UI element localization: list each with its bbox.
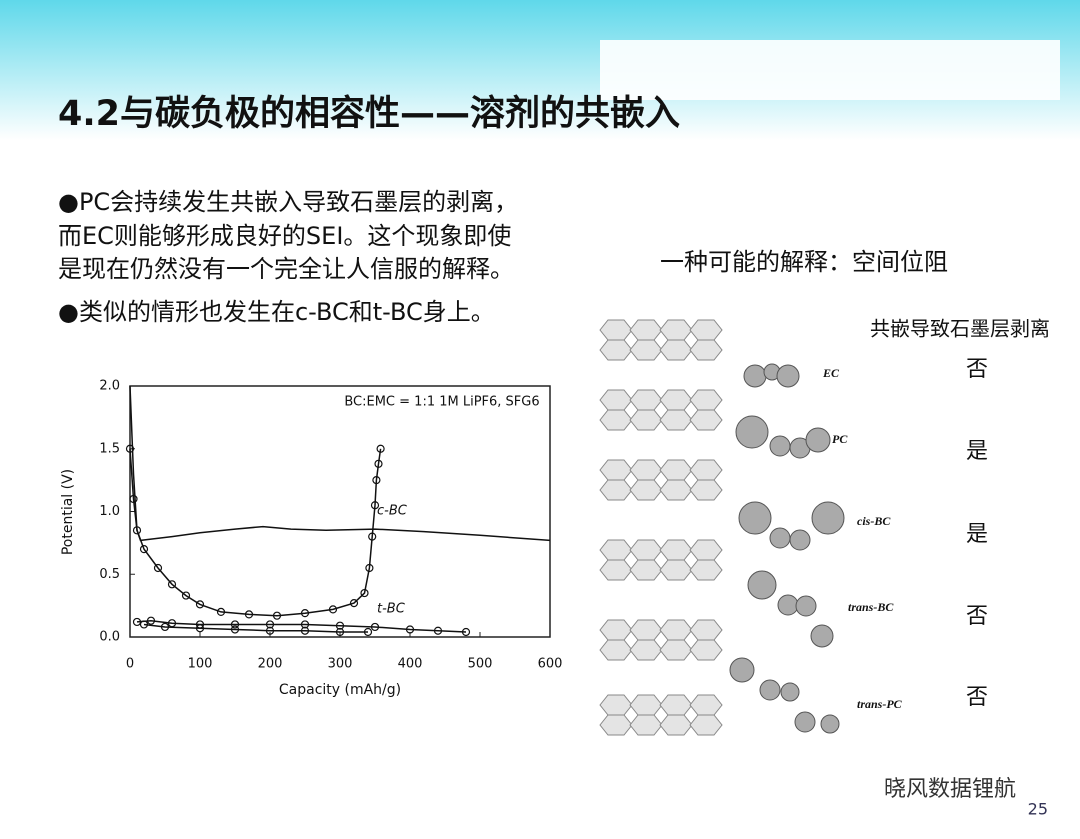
watermark: 晓风数据锂航 [884,777,1016,802]
bullet-line: ●类似的情形也发生在c-BC和t-BC身上。 [58,298,495,326]
data-point [374,459,383,468]
series-line [129,448,382,617]
bullet-line: 而EC则能够形成良好的SEI。这个现象即使 [58,222,511,250]
x-tick-label: 0 [126,657,134,672]
data-point [132,526,142,535]
molecule-label: PC [832,432,848,446]
slide-title: 4.2与碳负极的相容性——溶剂的共嵌入 [58,94,680,134]
molecule-label: EC [822,366,840,380]
data-point [230,620,240,629]
data-point [335,627,345,637]
page-number: 25 [1028,800,1048,819]
data-point [195,600,205,609]
data-point [244,610,254,619]
data-point [132,617,142,627]
bullet-line: ●PC会持续发生共嵌入导致石墨层的剥离， [58,188,518,216]
data-point [300,609,310,618]
data-point [195,624,205,633]
data-point [265,626,275,635]
answer: 否 [966,685,988,710]
data-point [372,476,381,485]
annotation: BC:EMC = 1:1 1M LiPF6, SFG6 [344,395,539,410]
x-tick-label: 500 [468,657,493,672]
data-point [167,580,177,589]
data-point [139,545,149,554]
data-point [433,626,443,635]
bullets: ●PC会持续发生共嵌入导致石墨层的剥离， 而EC则能够形成良好的SEI。这个现象… [58,188,518,326]
molecule-label: trans-BC [848,600,894,614]
explanation: 一种可能的解释：空间位阻 共嵌导致石墨层剥离 EC PC cis-BC tran… [599,248,1050,736]
data-point [300,626,310,635]
answer: 是 [966,522,988,547]
x-tick-label: 100 [188,657,213,672]
data-point [370,622,380,632]
data-point [370,501,380,510]
data-point [181,591,191,600]
y-tick-label: 1.5 [99,441,120,456]
y-tick-label: 2.0 [99,379,120,394]
data-point [360,588,369,598]
data-point [230,625,240,634]
data-point [368,532,377,541]
molecule-label: trans-PC [857,697,903,711]
series-label: t-BC [377,601,406,616]
y-tick-label: 1.0 [99,504,120,519]
y-axis-label: Potential (V) [60,469,76,555]
x-tick-label: 200 [258,657,283,672]
x-axis-label: Capacity (mAh/g) [279,682,401,698]
series-label: c-BC [377,504,408,519]
data-point [146,616,156,625]
y-tick-label: 0.5 [99,567,120,582]
data-point [461,627,471,637]
data-point [405,625,415,634]
data-point [272,611,282,620]
answer: 否 [966,604,988,629]
bullet-line: 是现在仍然没有一个完全让人信服的解释。 [58,255,514,283]
data-point [349,599,359,608]
plot-frame [129,385,551,638]
explanation-title: 一种可能的解释：空间位阻 [660,248,948,276]
series-line [143,623,368,633]
data-point [300,620,310,629]
answer: 否 [966,357,988,382]
data-point [363,627,373,637]
figure: BC:EMC = 1:1 1M LiPF6, SFG6 Capacity (mA… [60,379,562,699]
molecule-label: cis-BC [857,514,891,528]
data-point [139,620,149,629]
data-point [335,621,345,630]
data-point [376,444,385,453]
data-point [216,607,226,617]
data-point [129,494,138,504]
data-point [328,605,338,614]
column-header: 共嵌导致石墨层剥离 [870,317,1050,341]
data-point [153,563,163,573]
data-point [365,563,374,573]
header-panel [600,40,1060,100]
x-tick-label: 300 [328,657,353,672]
data-point [265,620,275,629]
y-tick-label: 0.0 [99,630,120,645]
data-point [125,444,135,453]
answer: 是 [966,439,988,464]
data-point [160,622,170,632]
x-tick-label: 400 [398,657,423,672]
x-tick-label: 600 [538,657,563,672]
